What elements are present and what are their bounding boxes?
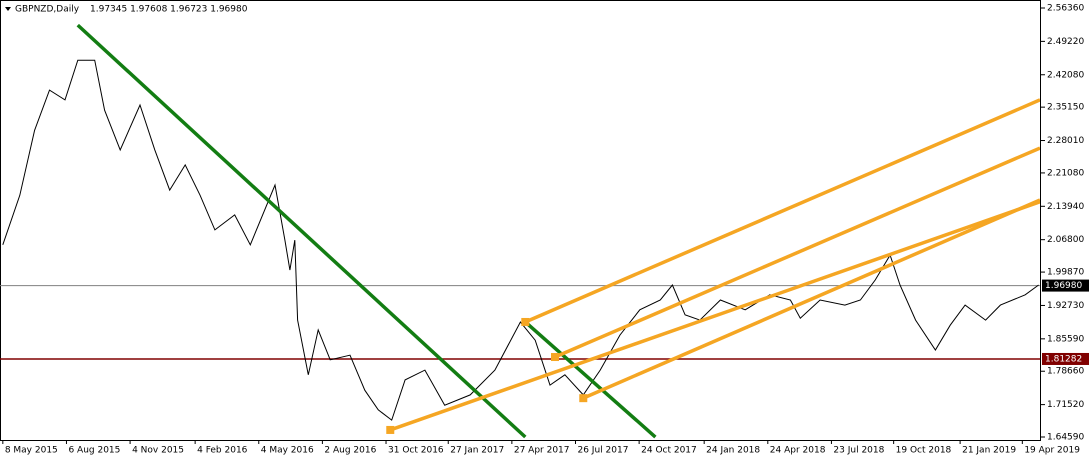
menu-arrow[interactable] (5, 7, 11, 11)
trendline (76, 23, 527, 439)
x-tick-label: 19 Apr 2019 (1024, 446, 1080, 456)
anchor-point (386, 425, 395, 434)
plot (0, 23, 1040, 439)
y-tick-label: 2.49220 (1047, 37, 1084, 47)
anchor-point (579, 394, 588, 403)
x-tick-label: 2 Aug 2016 (324, 446, 376, 456)
x-tick-label: 21 Jan 2019 (962, 446, 1016, 456)
quote: 1.97345 1.97608 1.96723 1.96980 (90, 5, 248, 15)
y-tick-label: 1.64590 (1047, 433, 1084, 443)
y-tick-label: 1.85590 (1047, 334, 1084, 344)
price-label: 1.81282 (1045, 354, 1082, 364)
y-tick-label: 2.28010 (1047, 136, 1084, 146)
y-tick-label: 2.06800 (1047, 235, 1084, 245)
y-tick-label: 1.71520 (1047, 400, 1084, 410)
trendline (524, 320, 657, 439)
x-tick-label: 6 Aug 2015 (68, 446, 120, 456)
y-tick-label: 2.56360 (1047, 3, 1084, 13)
x-tick-label: 24 Apr 2018 (770, 446, 826, 456)
x-tick-label: 23 Jul 2018 (833, 446, 884, 456)
trendline (389, 200, 1040, 432)
y-tick-label: 2.21080 (1047, 168, 1084, 178)
x-tick-label: 31 Oct 2016 (388, 446, 444, 456)
x-tick-label: 4 Nov 2015 (132, 446, 184, 456)
price-line (2, 59, 1039, 421)
y-tick-label: 2.13940 (1047, 202, 1084, 212)
x-tick-label: 8 May 2015 (5, 446, 58, 456)
price-label: 1.96980 (1045, 281, 1082, 291)
trendline (554, 146, 1040, 359)
y-tick-label: 2.42080 (1047, 70, 1084, 80)
y-tick-label: 1.99870 (1047, 268, 1084, 278)
x-tick-label: 24 Jan 2018 (706, 446, 760, 456)
plot-frame (0, 0, 1041, 441)
anchor-point (521, 317, 530, 326)
x-tick-label: 4 May 2016 (261, 446, 314, 456)
x-tick-label: 19 Oct 2018 (896, 446, 952, 456)
trendline (582, 198, 1040, 400)
trendline (524, 98, 1040, 324)
price-label-box (1042, 279, 1089, 292)
chart-title: GBPNZD,Daily (15, 5, 80, 15)
y-tick-label: 2.35150 (1047, 103, 1084, 113)
anchor-point (550, 353, 559, 362)
x-tick-label: 24 Oct 2017 (641, 446, 697, 456)
x-tick-label: 27 Jan 2017 (450, 446, 504, 456)
x-tick-label: 27 Apr 2017 (514, 446, 570, 456)
x-tick-label: 4 Feb 2016 (197, 446, 248, 456)
y-tick-label: 1.92730 (1047, 301, 1084, 311)
y-tick-label: 1.78660 (1047, 367, 1084, 377)
price-label-box (1042, 352, 1089, 365)
x-tick-label: 26 Jul 2017 (577, 446, 628, 456)
